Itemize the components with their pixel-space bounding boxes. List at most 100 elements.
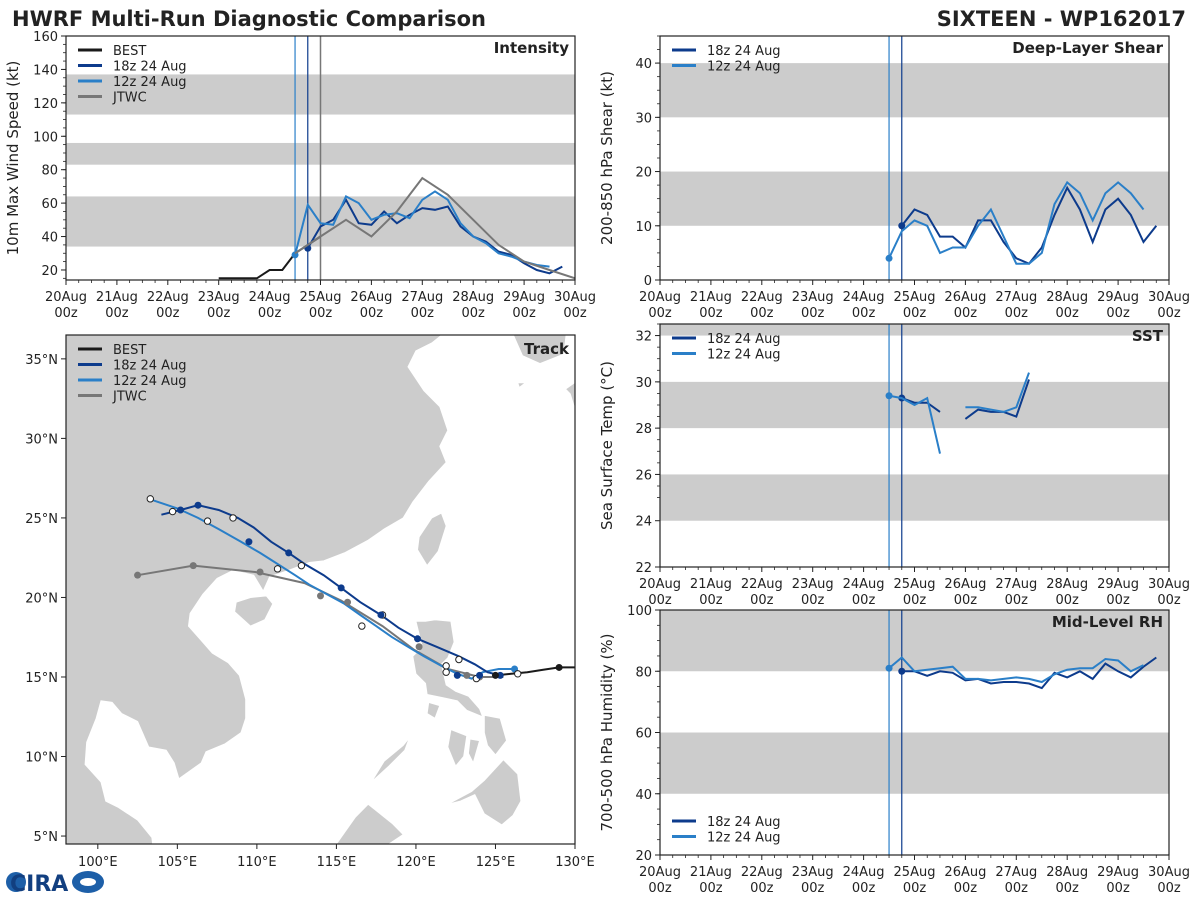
sst-series-line [965,372,1030,413]
intensity-xtick-label-day: 27Aug [401,290,443,305]
track-ytick-label: 10°N [25,751,58,766]
track-open-point [203,517,212,525]
map-borneo [335,803,404,844]
intensity-xtick-label-hour: 00z [207,306,231,321]
intensity-xtick-label-hour: 00z [105,306,129,321]
rh-xtick-label-hour: 00z [1056,881,1080,896]
track-frame [65,334,576,845]
intensity-series-line [294,190,550,268]
intensity-panel-title: Intensity [494,39,570,57]
intensity-ytick-label: 20 [41,264,58,279]
map-palawan [370,737,411,783]
rh-series-group [885,656,1157,690]
rh-xtick-label-hour: 00z [801,881,825,896]
shear-series-group [885,180,1158,265]
sst-xtick-label-hour: 00z [852,593,876,608]
rh-series-start-point [885,664,893,672]
sst-ylabel: Sea Surface Temp (°C) [598,361,616,530]
intensity-series-line [294,176,575,280]
shear-xtick-label-day: 23Aug [792,290,834,305]
track-ytick-label: 15°N [25,671,58,686]
shear-xtick-label-hour: 00z [1106,306,1130,321]
shear-xtick-label-day: 24Aug [843,290,885,305]
sst-xtick-label-day: 29Aug [1097,577,1139,592]
track-point [415,643,423,651]
rh-series-start-point [898,667,906,675]
track-ytick-label: 35°N [25,353,58,368]
track-line [161,504,501,677]
intensity-xtick-label-day: 30Aug [554,290,596,305]
sst-legend-label: 12z 24 Aug [707,348,781,363]
rh-xtick-label-hour: 00z [1005,881,1029,896]
intensity-xtick-label-day: 25Aug [300,290,342,305]
shear-xtick-label-hour: 00z [954,306,978,321]
track-open-point [442,662,450,670]
rh-band [660,610,1169,672]
intensity-ytick-label: 120 [33,97,58,112]
shear-xtick-label-hour: 00z [699,306,723,321]
track-xtick-label: 110°E [237,855,277,870]
sst-xtick-label-day: 20Aug [639,577,681,592]
intensity-xtick-label-hour: 00z [411,306,435,321]
rh-xtick-label-hour: 00z [903,881,927,896]
track-series-group [134,495,575,683]
track-point [177,506,185,514]
intensity-xtick-label-hour: 00z [563,306,587,321]
logo-swirl-inner-icon [80,878,96,886]
shear-xtick-label-hour: 00z [801,306,825,321]
rh-xtick-label-day: 26Aug [944,865,986,880]
map-taiwan [416,512,447,567]
rh-panel-title: Mid-Level RH [1052,613,1163,631]
rh-legend-label: 12z 24 Aug [707,831,781,846]
shear-xtick-label-hour: 00z [1056,306,1080,321]
shear-ylabel: 200-850 hPa Shear (kt) [598,71,616,245]
track-point [344,598,352,606]
sst-xtick-label-hour: 00z [903,593,927,608]
map-mindoro [426,701,441,720]
panel-rh: 2040608010020Aug00z21Aug00z22Aug00z23Aug… [598,604,1190,896]
intensity-legend-label: BEST [113,44,146,59]
intensity-xtick-label-day: 29Aug [503,290,545,305]
shear-xtick-label-day: 28Aug [1046,290,1088,305]
rh-band [660,732,1169,794]
rh-xtick-label-day: 25Aug [894,865,936,880]
sst-xtick-label-day: 22Aug [741,577,783,592]
rh-legend-label: 18z 24 Aug [707,815,781,830]
shear-xtick-label-hour: 00z [852,306,876,321]
sst-series-line [888,394,941,454]
cira-logo: CIRA [6,871,104,897]
sst-series-line [964,379,1030,420]
shear-xtick-label-day: 29Aug [1097,290,1139,305]
sst-legend-label: 18z 24 Aug [707,332,781,347]
logo-text: CIRA [10,872,68,897]
track-point [377,611,385,619]
shear-xtick-label-day: 21Aug [690,290,732,305]
shear-xtick-label-day: 20Aug [639,290,681,305]
shear-xtick-label-hour: 00z [648,306,672,321]
track-xtick-label: 115°E [317,855,357,870]
map-hainan [234,595,274,627]
track-xtick-label: 100°E [78,855,118,870]
track-point [555,663,563,671]
shear-xtick-label-hour: 00z [1157,306,1181,321]
track-xtick-label: 130°E [555,855,595,870]
shear-xtick-label-hour: 00z [750,306,774,321]
rh-xtick-label-hour: 00z [750,881,774,896]
map-panay-negros [447,728,468,768]
map-samar-leyte [483,714,508,756]
track-point [463,671,471,679]
sst-xtick-label-hour: 00z [1106,593,1130,608]
rh-xtick-label-day: 24Aug [843,865,885,880]
sst-ytick-label: 24 [635,515,652,530]
intensity-ytick-label: 60 [41,197,58,212]
track-point [256,568,264,576]
rh-xtick-label-hour: 00z [954,881,978,896]
track-open-point [146,495,155,503]
track-legend-label: 18z 24 Aug [113,359,187,374]
rh-xtick-label-day: 27Aug [995,865,1037,880]
rh-ylabel: 700-500 hPa Humidity (%) [598,633,616,831]
rh-series-line [901,656,1157,690]
track-point [414,635,422,643]
sst-xtick-label-day: 24Aug [843,577,885,592]
